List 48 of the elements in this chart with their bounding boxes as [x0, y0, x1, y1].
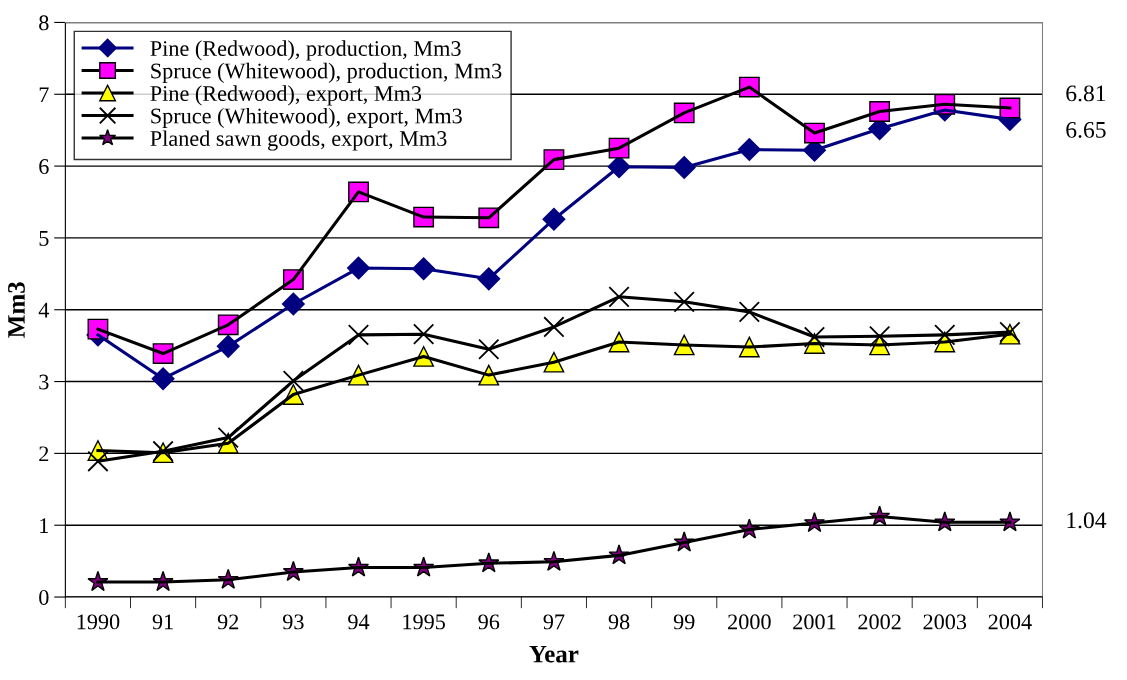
- legend-label: Spruce (Whitewood), production, Mm3: [151, 62, 502, 84]
- annotation: 1.04: [1067, 512, 1107, 529]
- x-tick-label: 2002: [858, 614, 901, 630]
- y-tick-label: 5: [39, 231, 49, 246]
- point: [543, 316, 565, 338]
- x-tick-label: 2000: [728, 614, 771, 630]
- y-tick-label: 7: [39, 87, 49, 102]
- x-tick-label: 98: [608, 614, 630, 630]
- x-tick-label: 94: [348, 614, 370, 630]
- y-tick-label: 0: [39, 589, 49, 605]
- y-tick-label: 8: [39, 15, 49, 31]
- y-tick-label: 1: [40, 518, 49, 533]
- y-tick-label: 2: [39, 446, 49, 462]
- x-tick-label: 2003: [923, 614, 967, 630]
- x-tick-label: 96: [478, 614, 500, 630]
- x-tick-label: 1995: [403, 614, 445, 630]
- x-tick-label: 1990: [77, 614, 120, 630]
- x-tick-label: 92: [217, 614, 239, 630]
- annotation: 6.65: [1066, 121, 1106, 138]
- point: [478, 338, 500, 360]
- y-tick-label: 4: [38, 302, 50, 318]
- x-tick-label: 2001: [793, 614, 836, 630]
- annotation: 6.81: [1066, 85, 1106, 102]
- y-axis-title: Mm3: [8, 282, 25, 338]
- y-tick-label: 3: [39, 374, 49, 390]
- legend-label: Planed sawn goods, export, Mm3: [150, 130, 447, 151]
- legend-label: Pine (Redwood), export, Mm3: [150, 85, 422, 106]
- x-tick-label: 91: [152, 614, 173, 630]
- x-tick-label: 93: [282, 614, 304, 630]
- point: [999, 97, 1021, 119]
- x-tick-label: 2004: [988, 614, 1032, 630]
- point: [413, 323, 435, 345]
- point: [282, 370, 304, 392]
- legend-label: Spruce (Whitewood), export, Mm3: [151, 107, 462, 129]
- point: [608, 286, 630, 308]
- x-tick-label: 99: [673, 614, 695, 630]
- point: [673, 291, 695, 313]
- point: [803, 326, 826, 348]
- point: [934, 324, 956, 346]
- x-axis-title: Year: [529, 645, 579, 663]
- point: [87, 450, 109, 472]
- x-tick-label: 97: [543, 614, 565, 630]
- point: [347, 324, 370, 346]
- point: [738, 301, 760, 323]
- legend-label: Pine (Redwood), production, Mm3: [150, 40, 461, 61]
- point: [217, 426, 239, 449]
- y-tick-label: 6: [39, 159, 49, 175]
- point: [868, 325, 891, 347]
